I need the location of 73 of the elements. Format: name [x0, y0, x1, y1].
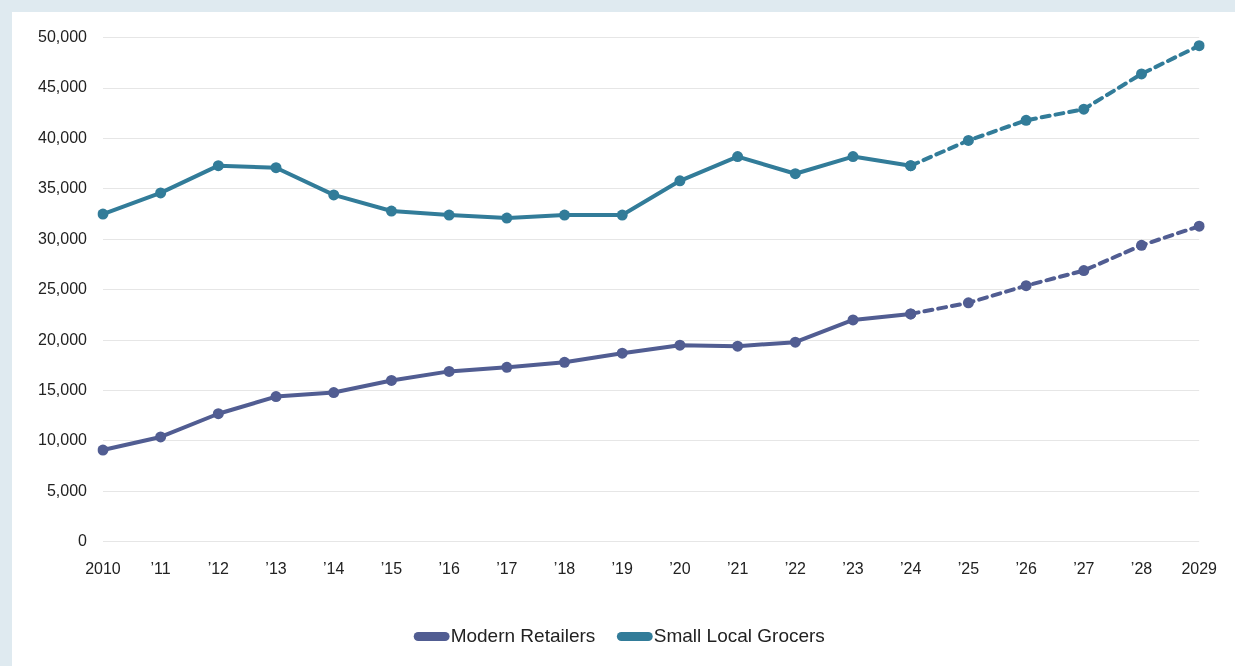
- point: [443, 365, 455, 377]
- point: [789, 336, 801, 348]
- point: [674, 339, 686, 351]
- point: [732, 340, 744, 352]
- x-tick-label: ’28: [1130, 559, 1153, 577]
- y-tick-label: 35,000: [38, 179, 88, 197]
- point: [616, 347, 628, 359]
- point: [847, 314, 859, 326]
- point: [1078, 103, 1090, 115]
- x-tick-label: ’21: [726, 559, 749, 577]
- x-tick-label: ’11: [150, 559, 171, 577]
- point: [1193, 220, 1205, 232]
- x-tick-label: ’15: [380, 559, 403, 577]
- point: [674, 175, 686, 187]
- legend-label: Small Local Grocers: [653, 624, 825, 646]
- point: [559, 356, 571, 368]
- point: [1020, 114, 1032, 126]
- point: [962, 297, 974, 309]
- y-tick-label: 20,000: [38, 330, 88, 348]
- point: [905, 308, 917, 320]
- point: [155, 431, 167, 443]
- y-tick-label: 45,000: [38, 78, 88, 96]
- x-tick-label: ’26: [1015, 559, 1037, 577]
- x-tick-label: ’24: [900, 559, 922, 577]
- point: [1020, 280, 1032, 292]
- point: [789, 168, 801, 180]
- x-tick-label: ’18: [553, 559, 576, 577]
- x-tick-label: 2010: [85, 559, 121, 577]
- x-tick-label: ’25: [957, 559, 980, 577]
- x-tick-label: ’27: [1073, 559, 1095, 577]
- legend-label: Modern Retailers: [450, 624, 596, 646]
- x-tick-label: ’12: [207, 559, 230, 577]
- point: [155, 187, 167, 199]
- point: [385, 374, 397, 386]
- point: [1193, 40, 1205, 52]
- x-tick-label: ’19: [611, 559, 633, 577]
- point: [212, 408, 224, 420]
- y-tick-label: 15,000: [38, 380, 88, 398]
- point: [270, 391, 282, 403]
- point: [270, 162, 282, 174]
- point: [616, 209, 628, 221]
- x-tick-label: ’13: [265, 559, 287, 577]
- point: [559, 209, 571, 221]
- x-tick-label: ’23: [842, 559, 864, 577]
- point: [328, 189, 340, 201]
- point: [962, 134, 974, 146]
- point: [443, 209, 455, 221]
- point: [212, 160, 224, 172]
- x-tick-label: ’17: [496, 559, 518, 577]
- point: [501, 212, 513, 224]
- point: [328, 387, 340, 399]
- x-tick-label: 2029: [1181, 559, 1218, 577]
- y-tick-label: 40,000: [38, 128, 88, 146]
- y-tick-label: 30,000: [38, 229, 88, 247]
- point: [97, 208, 109, 220]
- x-tick-label: ’16: [438, 559, 460, 577]
- y-tick-label: 25,000: [38, 280, 88, 298]
- point: [1136, 239, 1148, 251]
- x-tick-label: ’20: [669, 559, 691, 577]
- point: [905, 160, 917, 172]
- point: [1136, 68, 1148, 80]
- point: [847, 151, 859, 163]
- x-tick-label: ’22: [784, 559, 807, 577]
- y-tick-label: 5,000: [46, 481, 88, 499]
- point: [501, 361, 513, 373]
- y-tick-label: 50,000: [38, 28, 88, 46]
- point: [1078, 265, 1090, 277]
- point: [385, 205, 397, 217]
- point: [97, 444, 109, 456]
- y-tick-label: 0: [78, 532, 88, 550]
- x-tick-label: ’14: [323, 559, 345, 577]
- point: [732, 151, 744, 163]
- y-tick-label: 10,000: [38, 431, 88, 449]
